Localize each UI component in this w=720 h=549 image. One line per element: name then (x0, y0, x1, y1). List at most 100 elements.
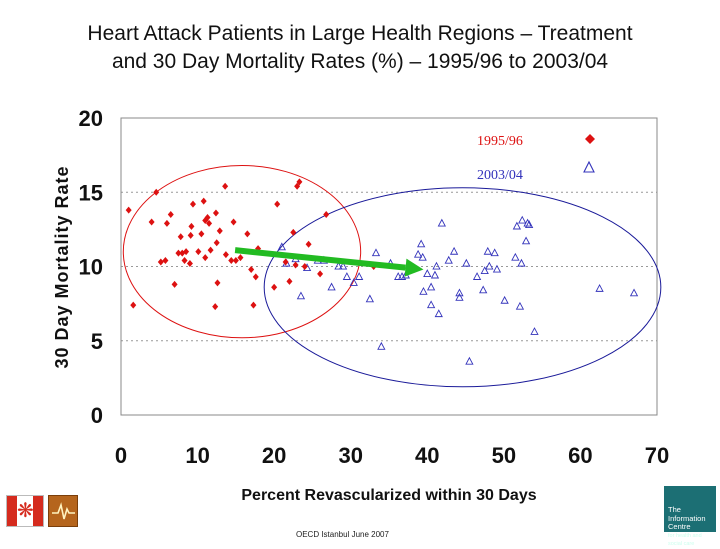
footer-text: OECD Istanbul June 2007 (296, 530, 389, 539)
point-2003-04 (595, 284, 604, 292)
point-1995-96 (206, 219, 213, 227)
point-1995-96 (214, 279, 221, 287)
flag-left-band (7, 496, 17, 526)
point-1995-96 (167, 211, 174, 219)
x-tick-label: 60 (568, 443, 592, 468)
point-1995-96 (323, 211, 330, 219)
point-2003-04 (629, 288, 639, 297)
point-1995-96 (187, 231, 194, 239)
legend-label-2003: 2003/04 (477, 168, 523, 183)
y-tick-label: 20 (79, 106, 103, 131)
point-2003-04 (349, 278, 358, 286)
point-2003-04 (455, 288, 464, 297)
x-tick-label: 50 (492, 443, 516, 468)
point-2003-04 (515, 301, 525, 310)
point-2003-04 (485, 261, 494, 270)
point-1995-96 (200, 197, 207, 205)
point-2003-04 (492, 264, 502, 273)
point-1995-96 (157, 258, 164, 266)
logo-line-2: Information (668, 513, 706, 523)
y-tick-label: 15 (79, 180, 103, 205)
point-1995-96 (212, 209, 219, 217)
point-2003-04 (437, 218, 446, 227)
point-2003-04 (277, 242, 286, 251)
x-tick-label: 0 (115, 443, 127, 468)
point-2003-04 (354, 272, 364, 280)
maple-leaf-icon: ❋ (17, 500, 34, 522)
point-2003-04 (449, 246, 459, 255)
point-1995-96 (296, 178, 303, 186)
point-1995-96 (125, 206, 132, 214)
y-tick-label: 5 (91, 329, 103, 354)
point-1995-96 (232, 257, 239, 265)
title-line-2: and 30 Day Mortality Rates (%) – 1995/96… (111, 50, 609, 73)
heartbeat-icon (52, 502, 75, 520)
point-1995-96 (175, 249, 182, 257)
point-2003-04 (490, 248, 499, 257)
point-2003-04 (444, 255, 453, 264)
point-2003-04 (530, 327, 539, 335)
point-1995-96 (212, 303, 219, 311)
point-1995-96 (188, 222, 195, 230)
chart-title: Heart Attack Patients in Large Health Re… (0, 20, 720, 76)
point-2003-04 (423, 269, 432, 277)
point-2003-04 (338, 261, 348, 270)
x-tick-label: 70 (645, 443, 669, 468)
point-1995-96 (130, 301, 137, 309)
cihi-logo (48, 495, 78, 527)
point-1995-96 (222, 251, 229, 259)
point-2003-04 (465, 356, 474, 365)
point-1995-96 (244, 230, 251, 238)
logo-line-1: The (668, 505, 681, 514)
point-2003-04 (377, 341, 386, 350)
point-1995-96 (317, 270, 324, 278)
point-1995-96 (292, 261, 299, 269)
point-1995-96 (189, 200, 196, 208)
point-2003-04 (472, 272, 482, 280)
information-centre-logo: The Information Centre for health and so… (664, 486, 716, 547)
point-1995-96 (237, 254, 244, 262)
point-2003-04 (334, 261, 343, 270)
point-1995-96 (301, 263, 308, 270)
point-1995-96 (181, 257, 188, 265)
point-1995-96 (202, 254, 209, 262)
point-2003-04 (480, 266, 489, 275)
legend-marker-2003 (583, 160, 595, 173)
canada-flag-logo: ❋ (6, 495, 44, 527)
point-1995-96 (153, 188, 160, 196)
point-1995-96 (286, 277, 293, 285)
point-2003-04 (483, 246, 492, 255)
point-1995-96 (213, 239, 220, 247)
point-2003-04 (512, 221, 522, 230)
x-tick-label: 10 (185, 443, 209, 468)
x-tick-label: 40 (415, 443, 439, 468)
point-1995-96 (252, 273, 259, 281)
point-1995-96 (177, 233, 184, 241)
point-2003-04 (462, 258, 471, 267)
ellipse-1995-96 (122, 165, 362, 339)
grid-lines (121, 117, 657, 342)
trend-arrow-shaft (234, 247, 406, 271)
point-1995-96 (162, 257, 169, 265)
point-1995-96 (204, 213, 211, 221)
point-1995-96 (163, 219, 170, 227)
y-tick-label: 0 (91, 403, 103, 428)
point-1995-96 (228, 257, 235, 265)
point-1995-96 (195, 248, 202, 256)
point-2003-04 (432, 261, 441, 270)
point-1995-96 (186, 260, 193, 268)
logo-tagline: for health and social care (668, 532, 702, 548)
point-2003-04 (426, 282, 436, 291)
point-2003-04 (511, 252, 520, 261)
point-1995-96 (305, 240, 312, 248)
y-tick-label: 10 (79, 255, 103, 280)
point-1995-96 (230, 218, 237, 226)
point-1995-96 (274, 200, 281, 208)
title-line-1: Heart Attack Patients in Large Health Re… (87, 22, 633, 45)
point-1995-96 (248, 265, 255, 273)
point-2003-04 (455, 292, 464, 301)
x-tick-label: 20 (262, 443, 286, 468)
point-1995-96 (198, 230, 205, 238)
point-2003-04 (342, 272, 352, 280)
